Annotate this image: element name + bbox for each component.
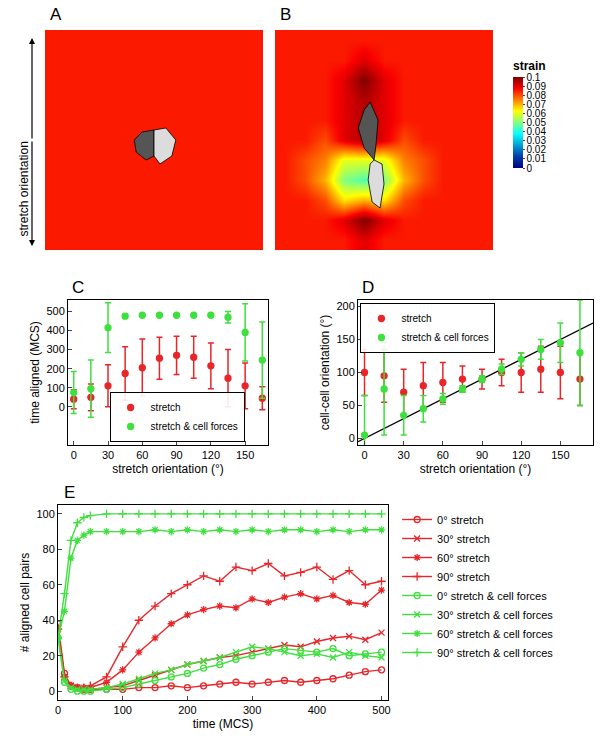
svg-text:0° stretch: 0° stretch <box>437 514 484 526</box>
svg-text:30: 30 <box>398 449 410 461</box>
svg-text:0.03: 0.03 <box>527 135 547 146</box>
svg-text:200: 200 <box>46 363 64 375</box>
svg-text:C: C <box>72 278 84 297</box>
svg-text:100: 100 <box>336 366 354 378</box>
svg-text:stretch: stretch <box>151 402 181 413</box>
svg-text:0.05: 0.05 <box>527 117 547 128</box>
svg-text:20: 20 <box>43 650 55 662</box>
svg-text:80: 80 <box>43 543 55 555</box>
svg-text:500: 500 <box>46 305 64 317</box>
svg-text:time aligned (MCS): time aligned (MCS) <box>28 321 42 424</box>
svg-text:400: 400 <box>308 704 326 716</box>
svg-text:120: 120 <box>512 449 530 461</box>
svg-text:0: 0 <box>55 704 61 716</box>
svg-text:200: 200 <box>336 300 354 312</box>
svg-text:0: 0 <box>71 449 77 461</box>
svg-text:E: E <box>64 483 75 502</box>
svg-text:500: 500 <box>372 704 390 716</box>
svg-text:stretch orientation: stretch orientation <box>17 141 31 236</box>
svg-text:0: 0 <box>349 432 355 444</box>
svg-text:0: 0 <box>49 685 55 697</box>
svg-text:# aligned cell pairs: # aligned cell pairs <box>18 553 32 652</box>
svg-text:cell-cell orientation (°): cell-cell orientation (°) <box>318 315 332 431</box>
svg-text:90: 90 <box>170 449 182 461</box>
svg-text:100: 100 <box>36 508 54 520</box>
svg-text:0: 0 <box>527 163 533 174</box>
svg-text:400: 400 <box>46 324 64 336</box>
svg-text:A: A <box>50 5 62 24</box>
svg-text:stretch orientation (°): stretch orientation (°) <box>112 462 224 476</box>
svg-text:150: 150 <box>551 449 569 461</box>
svg-text:0.1: 0.1 <box>527 72 541 83</box>
svg-text:stretch & cell forces: stretch & cell forces <box>401 332 488 343</box>
svg-text:150: 150 <box>236 449 254 461</box>
svg-text:0.01: 0.01 <box>527 153 547 164</box>
svg-text:60: 60 <box>437 449 449 461</box>
svg-text:90° stretch & cell forces: 90° stretch & cell forces <box>437 647 553 659</box>
svg-text:40: 40 <box>43 614 55 626</box>
svg-text:120: 120 <box>202 449 220 461</box>
svg-text:0.09: 0.09 <box>527 81 547 92</box>
svg-text:B: B <box>280 5 291 24</box>
svg-text:50: 50 <box>343 399 355 411</box>
svg-text:0.08: 0.08 <box>527 90 547 101</box>
svg-text:time (MCS): time (MCS) <box>193 717 254 731</box>
svg-text:stretch: stretch <box>401 313 431 324</box>
svg-text:0° stretch & cell forces: 0° stretch & cell forces <box>437 590 547 602</box>
svg-text:0.06: 0.06 <box>527 108 547 119</box>
svg-text:30° stretch: 30° stretch <box>437 533 490 545</box>
svg-text:90: 90 <box>476 449 488 461</box>
svg-text:0.02: 0.02 <box>527 144 547 155</box>
svg-text:strain: strain <box>513 59 546 73</box>
svg-text:60° stretch: 60° stretch <box>437 552 490 564</box>
svg-text:0.07: 0.07 <box>527 99 547 110</box>
svg-text:100: 100 <box>46 382 64 394</box>
svg-text:60: 60 <box>136 449 148 461</box>
svg-text:100: 100 <box>114 704 132 716</box>
svg-text:0: 0 <box>59 401 65 413</box>
svg-text:0.04: 0.04 <box>527 126 547 137</box>
svg-text:200: 200 <box>178 704 196 716</box>
svg-text:300: 300 <box>243 704 261 716</box>
svg-text:D: D <box>362 278 374 297</box>
svg-text:60: 60 <box>43 579 55 591</box>
svg-text:0: 0 <box>361 449 367 461</box>
svg-text:60° stretch & cell forces: 60° stretch & cell forces <box>437 628 553 640</box>
svg-text:stretch & cell forces: stretch & cell forces <box>151 421 238 432</box>
svg-text:300: 300 <box>46 343 64 355</box>
svg-text:150: 150 <box>336 333 354 345</box>
svg-text:30: 30 <box>102 449 114 461</box>
svg-text:30° stretch & cell forces: 30° stretch & cell forces <box>437 609 553 621</box>
svg-text:90° stretch: 90° stretch <box>437 571 490 583</box>
svg-text:stretch orientation (°): stretch orientation (°) <box>420 462 532 476</box>
